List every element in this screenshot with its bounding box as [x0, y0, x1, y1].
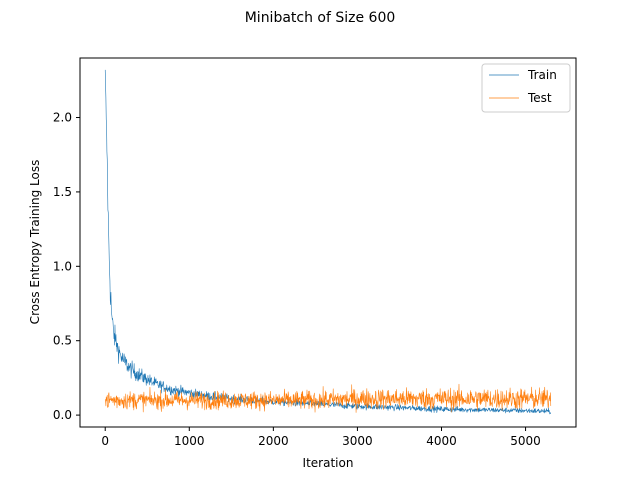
- legend-label-train: Train: [527, 68, 557, 82]
- chart-title: Minibatch of Size 600: [245, 10, 396, 26]
- x-tick-label: 1000: [174, 434, 205, 448]
- x-tick-label: 0: [101, 434, 109, 448]
- y-tick-label: 0.5: [53, 334, 72, 348]
- legend-label-test: Test: [527, 91, 552, 105]
- legend: Train Test: [481, 63, 571, 113]
- y-tick-label: 2.0: [53, 111, 72, 125]
- y-axis: 0.0 0.5 1.0 1.5 2.0: [53, 111, 80, 422]
- series-layer: [104, 69, 552, 415]
- plot-background: [80, 58, 576, 427]
- x-tick-label: 5000: [510, 434, 541, 448]
- legend-box: [481, 63, 571, 113]
- y-tick-label: 1.0: [53, 259, 72, 273]
- x-tick-label: 3000: [342, 434, 373, 448]
- plot-frame: [79, 57, 577, 428]
- y-axis-label: Cross Entropy Training Loss: [28, 160, 42, 325]
- plot-area: [79, 57, 577, 428]
- x-tick-label: 4000: [426, 434, 457, 448]
- y-tick-label: 0.0: [53, 408, 72, 422]
- x-axis-label: Iteration: [303, 456, 354, 470]
- series-line-test: [104, 383, 552, 413]
- x-axis: 0 1000 2000 3000 4000 5000: [101, 427, 541, 448]
- y-tick-label: 1.5: [53, 185, 72, 199]
- x-tick-label: 2000: [258, 434, 289, 448]
